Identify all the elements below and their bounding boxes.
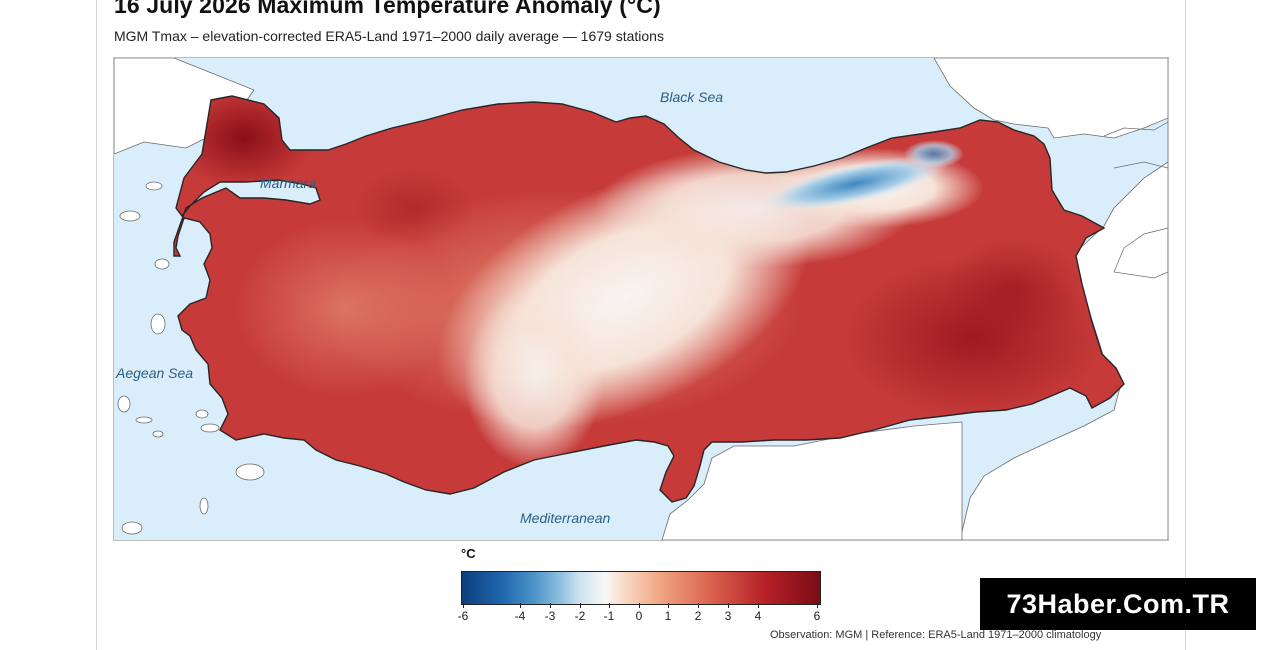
colorbar-tick-label: -4	[514, 609, 526, 623]
colorbar-tick-label: -1	[603, 609, 615, 623]
mediterranean-label: Mediterranean	[520, 510, 610, 526]
colorbar-tick	[550, 603, 551, 608]
map-subtitle: MGM Tmax – elevation-corrected ERA5-Land…	[114, 28, 664, 44]
footer-credit: Observation: MGM | Reference: ERA5-Land …	[770, 629, 1102, 641]
aegean-sea-label: Aegean Sea	[115, 365, 193, 381]
black-sea-label: Black Sea	[660, 89, 723, 105]
colorbar-tick	[580, 603, 581, 608]
colorbar-unit: °C	[461, 546, 476, 561]
colorbar-tick-label: 2	[694, 609, 702, 623]
colorbar-tick	[668, 603, 669, 608]
colorbar-tick	[758, 603, 759, 608]
map-panel: Black Sea Marmara Aegean Sea Mediterrane…	[113, 57, 1169, 541]
colorbar-tick-label: 1	[664, 609, 672, 623]
colorbar-tick	[639, 603, 640, 608]
colorbar-tick-label: -6	[457, 609, 469, 623]
colorbar-tick	[463, 603, 464, 608]
colorbar-tick	[520, 603, 521, 608]
colorbar-tick	[609, 603, 610, 608]
marmara-label: Marmara	[260, 175, 316, 191]
watermark-logo: 73Haber.Com.TR	[980, 578, 1256, 630]
colorbar-tick-label: 3	[724, 609, 732, 623]
colorbar-tick-label: 6	[813, 609, 821, 623]
anomaly-map: Black Sea Marmara Aegean Sea Mediterrane…	[114, 58, 1168, 540]
colorbar-tick	[698, 603, 699, 608]
colorbar	[461, 571, 821, 605]
colorbar-tick	[817, 603, 818, 608]
colorbar-tick-label: 0	[635, 609, 643, 623]
colorbar-tick-label: -2	[574, 609, 586, 623]
map-title: 16 July 2026 Maximum Temperature Anomaly…	[114, 0, 661, 18]
colorbar-tick	[728, 603, 729, 608]
colorbar-tick-label: 4	[754, 609, 762, 623]
colorbar-tick-label: -3	[544, 609, 556, 623]
